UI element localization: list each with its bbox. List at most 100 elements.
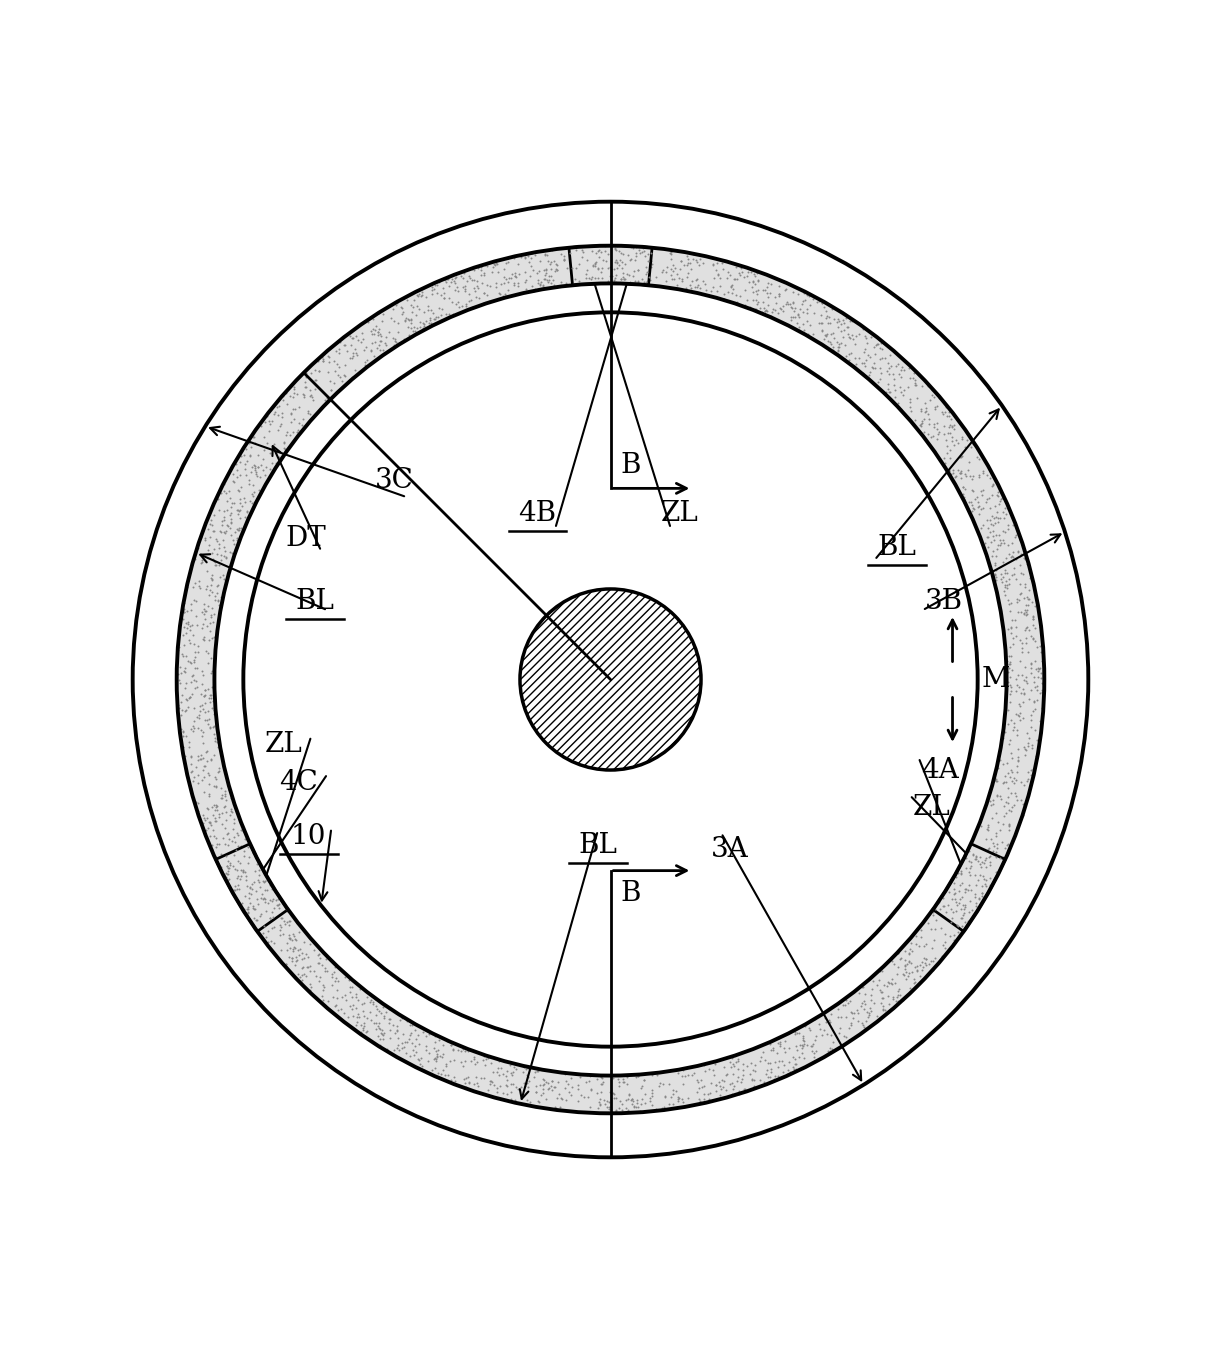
Point: [873, 338, 893, 360]
Point: [978, 488, 998, 510]
Point: [994, 813, 1013, 834]
Point: [280, 915, 299, 936]
Point: [476, 253, 496, 275]
Point: [523, 260, 542, 281]
Circle shape: [520, 588, 701, 771]
Point: [252, 454, 271, 476]
Point: [857, 349, 877, 371]
Point: [256, 457, 276, 478]
Point: [1001, 546, 1021, 568]
Point: [995, 849, 1015, 871]
Point: [1006, 769, 1026, 791]
Point: [867, 1006, 886, 1027]
Point: [343, 1006, 363, 1027]
Point: [939, 405, 958, 427]
Point: [267, 405, 287, 427]
Point: [847, 1000, 867, 1022]
Point: [414, 315, 433, 337]
Point: [272, 406, 292, 428]
Point: [201, 749, 221, 771]
Point: [188, 745, 208, 766]
Point: [429, 270, 448, 292]
Point: [980, 828, 1000, 849]
Point: [753, 1041, 773, 1063]
Point: [879, 1000, 899, 1022]
Point: [861, 1000, 880, 1022]
Point: [559, 1080, 579, 1102]
Point: [1028, 594, 1048, 616]
Point: [379, 998, 398, 1019]
Point: [265, 401, 284, 423]
Point: [794, 289, 813, 311]
Point: [687, 276, 707, 298]
Point: [484, 1061, 503, 1083]
Point: [490, 283, 509, 304]
Point: [943, 416, 962, 438]
Point: [420, 310, 440, 332]
Point: [369, 334, 388, 356]
Point: [524, 280, 543, 302]
Point: [789, 1046, 808, 1068]
Point: [309, 943, 328, 965]
Point: [289, 921, 309, 943]
Point: [468, 275, 487, 296]
Point: [542, 239, 562, 261]
Point: [786, 1036, 806, 1057]
Point: [432, 1044, 452, 1065]
Point: [184, 669, 204, 690]
Point: [479, 291, 498, 313]
Point: [711, 1075, 730, 1097]
Point: [466, 285, 486, 307]
Point: [590, 1093, 609, 1114]
Point: [689, 1089, 708, 1110]
Point: [978, 837, 998, 859]
Point: [526, 1082, 546, 1104]
Point: [435, 281, 454, 303]
Point: [188, 718, 208, 739]
Point: [797, 299, 817, 321]
Point: [646, 266, 665, 288]
Point: [766, 292, 785, 314]
Point: [1024, 690, 1044, 712]
Point: [777, 1063, 796, 1084]
Point: [999, 568, 1018, 590]
Point: [315, 961, 335, 983]
Point: [219, 515, 238, 537]
Point: [227, 527, 247, 549]
Point: [830, 1018, 850, 1040]
Point: [244, 906, 264, 928]
Point: [518, 1072, 537, 1094]
Point: [580, 1097, 600, 1118]
Point: [203, 690, 222, 712]
Point: [794, 1046, 813, 1068]
Point: [287, 421, 306, 443]
Point: [855, 991, 874, 1012]
Point: [380, 1027, 399, 1049]
Point: [271, 919, 291, 940]
Point: [392, 1037, 411, 1059]
Point: [626, 242, 646, 264]
Point: [175, 745, 194, 766]
Point: [761, 283, 780, 304]
Point: [989, 493, 1009, 515]
Point: [353, 1019, 372, 1041]
Point: [882, 972, 901, 993]
Point: [889, 942, 908, 964]
Point: [563, 273, 582, 295]
Point: [238, 852, 258, 874]
Point: [790, 319, 810, 341]
Point: [243, 485, 263, 507]
Point: [987, 825, 1006, 847]
Point: [221, 508, 241, 530]
Point: [409, 285, 429, 307]
Point: [274, 385, 293, 406]
Point: [534, 1075, 553, 1097]
Point: [237, 868, 256, 890]
Point: [966, 845, 985, 867]
Point: [198, 575, 217, 597]
Point: [1018, 727, 1038, 749]
Point: [885, 972, 905, 993]
Point: [691, 1070, 711, 1091]
Point: [890, 345, 910, 367]
Point: [408, 284, 427, 306]
